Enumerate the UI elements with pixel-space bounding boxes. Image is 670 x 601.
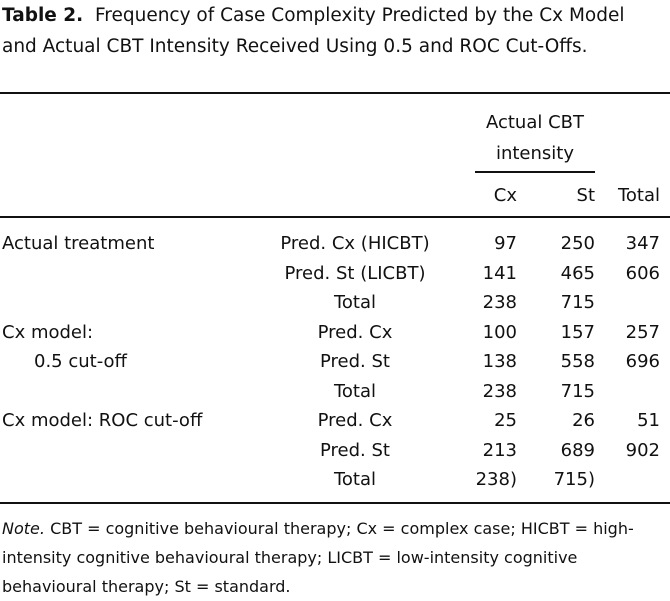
row-label: Actual treatment	[2, 233, 155, 254]
cell: 238)	[475, 469, 517, 490]
group-header: Actual CBT intensity	[485, 112, 585, 164]
cell: 238	[482, 292, 517, 313]
note: Note. CBT = cognitive behavioural therap…	[2, 514, 670, 601]
row-label: 0.5 cut-off	[34, 351, 127, 372]
prediction: Pred. St (LICBT)	[284, 262, 426, 284]
cell: 25	[494, 410, 517, 431]
note-text: CBT = cognitive behavioural therapy; Cx …	[2, 519, 634, 596]
prediction: Total	[333, 380, 377, 402]
caption-text: Frequency of Case Complexity Predicted b…	[2, 5, 625, 57]
cell: 465	[560, 262, 595, 284]
column-header: Total	[617, 185, 660, 206]
header-rule	[0, 216, 670, 218]
cell: 250	[560, 233, 595, 254]
row-label: Cx model: ROC cut-off	[2, 410, 203, 431]
caption: Table 2. Frequency of Case Complexity Pr…	[2, 0, 662, 62]
cell: 902	[625, 439, 660, 461]
prediction: Pred. Cx	[317, 410, 393, 431]
cell: 715	[560, 380, 595, 402]
bottom-rule	[0, 502, 670, 504]
caption-label: Table 2.	[2, 5, 84, 26]
cell: 26	[572, 410, 595, 431]
cell: 606	[625, 262, 660, 284]
top-rule	[0, 92, 670, 94]
cell: 157	[560, 321, 595, 343]
cell: 347	[625, 233, 660, 254]
cell: 689	[560, 439, 595, 461]
cell: 51	[637, 410, 660, 431]
group-rule	[475, 171, 595, 173]
prediction: Pred. St	[320, 351, 390, 372]
cell: 558	[560, 351, 595, 372]
cell: 100	[482, 321, 517, 343]
prediction: Total	[333, 292, 377, 313]
cell: 138	[482, 351, 517, 372]
row-label: Cx model:	[2, 321, 94, 343]
cell: 715	[560, 292, 595, 313]
column-header: St	[576, 185, 595, 206]
prediction: Pred. St	[320, 439, 390, 461]
cell: 141	[482, 262, 517, 284]
cell: 238	[482, 380, 517, 402]
column-header: Cx	[493, 185, 517, 206]
cell: 715)	[553, 469, 595, 490]
cell: 696	[625, 351, 660, 372]
note-label: Note.	[2, 519, 45, 538]
cell: 97	[494, 233, 517, 254]
cell: 257	[625, 321, 660, 343]
prediction: Total	[333, 469, 377, 490]
prediction: Pred. Cx	[317, 321, 393, 343]
prediction: Pred. Cx (HICBT)	[280, 233, 430, 254]
cell: 213	[482, 439, 517, 461]
